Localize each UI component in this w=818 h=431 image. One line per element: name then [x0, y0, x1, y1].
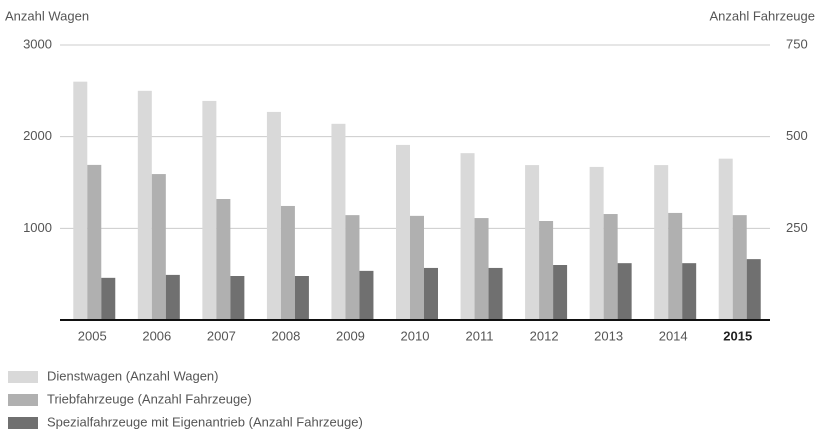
bar: [396, 144, 410, 320]
bar: [202, 100, 217, 321]
bar: [617, 263, 632, 320]
bar: [73, 81, 88, 321]
bar: [294, 276, 309, 320]
legend-swatch: [8, 417, 38, 429]
bar: [359, 270, 374, 320]
y2-axis-label: Anzahl Fahrzeuge: [709, 8, 815, 23]
bar: [589, 166, 604, 320]
bar: [266, 111, 281, 321]
x-tick-label: 2013: [594, 328, 623, 343]
bar: [539, 221, 554, 320]
x-tick-label: 2011: [466, 328, 494, 343]
bar: [553, 265, 568, 320]
legend-label: Triebfahrzeuge (Anzahl Fahrzeuge): [47, 391, 252, 406]
bar: [668, 212, 683, 320]
bar: [230, 276, 245, 320]
bar: [718, 158, 733, 320]
legend-label: Dienstwagen (Anzahl Wagen): [47, 368, 219, 383]
x-tick-label: 2014: [659, 328, 688, 343]
x-tick-label: 2007: [207, 328, 236, 343]
y-tick-label: 1000: [23, 220, 52, 235]
bar: [87, 164, 102, 320]
bar: [746, 259, 761, 320]
bar: [151, 174, 166, 320]
x-tick-label: 2010: [401, 328, 430, 343]
x-tick-label: 2005: [78, 328, 107, 343]
legend-swatch: [8, 394, 38, 406]
bar: [460, 153, 475, 320]
y-tick-label: 2000: [23, 128, 52, 143]
legend-swatch: [8, 371, 38, 383]
bar: [345, 215, 360, 320]
bar: [137, 90, 152, 320]
legend-label: Spezialfahrzeuge mit Eigenantrieb (Anzah…: [47, 414, 363, 429]
bar: [732, 215, 747, 320]
x-tick-label: 2015: [723, 328, 752, 343]
y-tick-label: 3000: [23, 36, 52, 51]
x-tick-label: 2008: [271, 328, 300, 343]
x-tick-label: 2006: [142, 328, 171, 343]
bar: [165, 274, 180, 320]
bar: [682, 263, 697, 320]
bar: [488, 267, 503, 320]
x-tick-label: 2009: [336, 328, 365, 343]
bar: [101, 277, 116, 320]
y2-tick-label: 750: [786, 36, 808, 51]
bar: [410, 215, 424, 320]
bar: [474, 218, 489, 320]
y2-tick-label: 500: [786, 128, 808, 143]
bar: [654, 165, 669, 320]
bar: [280, 205, 295, 320]
y2-tick-label: 250: [786, 220, 808, 235]
bar: [331, 123, 346, 320]
bar: [525, 165, 540, 320]
bar: [424, 267, 438, 320]
bar: [603, 214, 618, 320]
x-tick-label: 2012: [530, 328, 559, 343]
y-axis-label: Anzahl Wagen: [5, 8, 89, 23]
bar: [216, 199, 231, 320]
